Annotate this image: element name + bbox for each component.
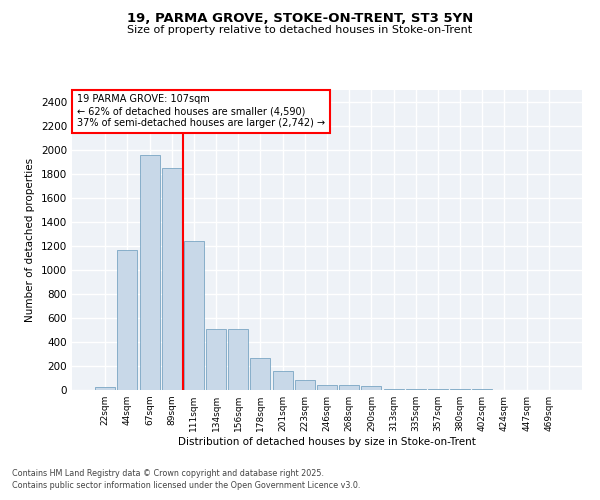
Y-axis label: Number of detached properties: Number of detached properties: [25, 158, 35, 322]
Bar: [295, 380, 315, 390]
Bar: [272, 372, 293, 390]
Text: Contains public sector information licensed under the Open Government Licence v3: Contains public sector information licen…: [12, 481, 361, 490]
Bar: [162, 168, 182, 390]
Text: Contains HM Land Registry data © Crown copyright and database right 2025.: Contains HM Land Registry data © Crown c…: [12, 468, 324, 477]
Bar: [361, 386, 382, 390]
Bar: [317, 384, 337, 390]
Text: 19, PARMA GROVE, STOKE-ON-TRENT, ST3 5YN: 19, PARMA GROVE, STOKE-ON-TRENT, ST3 5YN: [127, 12, 473, 26]
Bar: [140, 155, 160, 390]
Text: 19 PARMA GROVE: 107sqm
← 62% of detached houses are smaller (4,590)
37% of semi-: 19 PARMA GROVE: 107sqm ← 62% of detached…: [77, 94, 325, 128]
Bar: [95, 387, 115, 390]
X-axis label: Distribution of detached houses by size in Stoke-on-Trent: Distribution of detached houses by size …: [178, 437, 476, 447]
Bar: [206, 329, 226, 390]
Bar: [383, 389, 404, 390]
Bar: [339, 384, 359, 390]
Bar: [118, 250, 137, 390]
Bar: [184, 241, 204, 390]
Bar: [250, 358, 271, 390]
Text: Size of property relative to detached houses in Stoke-on-Trent: Size of property relative to detached ho…: [127, 25, 473, 35]
Bar: [228, 329, 248, 390]
